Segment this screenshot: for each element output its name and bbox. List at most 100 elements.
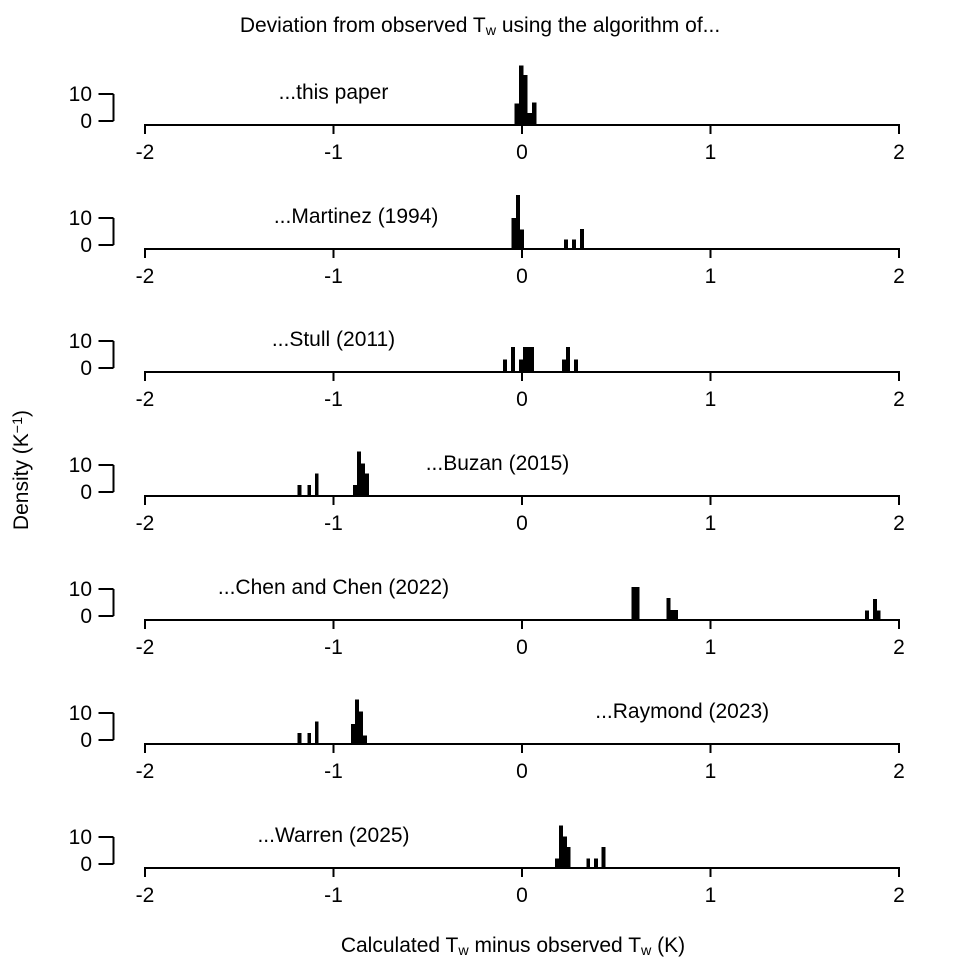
y-tick-label: 0: [80, 234, 92, 257]
x-axis-title: Calculated Tw minus observed Tw (K): [341, 934, 685, 959]
x-tick-label: 0: [516, 141, 528, 164]
subscript: w: [641, 942, 652, 959]
label-text: Calculated T: [340, 934, 459, 957]
histogram-bar: [573, 359, 578, 372]
x-tick-label: -2: [136, 760, 155, 783]
y-tick-label: 10: [69, 702, 92, 725]
histogram-bar: [355, 699, 360, 744]
panel-4: -2 -1 0 1 2 0 10 ...Buzan (2015): [69, 451, 905, 535]
x-tick-label: 1: [705, 636, 717, 659]
panel-7: -2 -1 0 1 2 0 10 ...Warren (2025): [69, 824, 905, 907]
histogram-bar: [519, 229, 524, 249]
x-tick-label: 1: [705, 884, 717, 907]
x-tick-label: 0: [516, 636, 528, 659]
x-tick-label: 1: [705, 388, 717, 411]
y-tick-label: 10: [69, 330, 92, 353]
x-tick-label: 2: [893, 265, 905, 288]
histogram-bar: [353, 485, 358, 496]
y-tick-label: 0: [80, 853, 92, 876]
x-tick-label: 1: [705, 265, 717, 288]
histogram-bar: [565, 346, 570, 372]
histogram-bar: [307, 733, 312, 744]
label-text: using the algorithm of...: [496, 14, 721, 37]
panel-label: ...Warren (2025): [257, 824, 409, 847]
x-tick-label: 1: [705, 760, 717, 783]
histogram-bar: [359, 711, 364, 744]
x-tick-label: -1: [324, 388, 343, 411]
histogram-bar: [566, 846, 571, 868]
histogram-bar: [558, 825, 563, 868]
histogram-bar: [562, 359, 566, 372]
panel-2: -2 -1 0 1 2 0 10 ...Martinez (1994): [69, 195, 905, 288]
histogram-bar: [297, 485, 302, 496]
y-tick-label: 10: [69, 454, 92, 477]
x-tick-label: 2: [893, 141, 905, 164]
histogram-bar: [519, 359, 523, 372]
panel-1: -2 -1 0 1 2 0 10 ...this paper: [69, 65, 905, 164]
x-tick-label: 0: [516, 265, 528, 288]
panel-5: -2 -1 0 1 2 0 10 ...Chen and Chen (2022): [69, 576, 905, 659]
x-tick-label: -2: [136, 512, 155, 535]
y-tick-label: 0: [80, 481, 92, 504]
x-tick-label: 2: [893, 884, 905, 907]
x-tick-label: 0: [516, 512, 528, 535]
y-tick-label: 0: [80, 357, 92, 380]
x-tick-label: 2: [893, 636, 905, 659]
histogram-bar: [876, 610, 881, 620]
histogram-bar: [865, 610, 870, 620]
histogram-bar: [361, 463, 365, 496]
histogram-bar: [511, 218, 516, 249]
histogram-bar: [635, 586, 640, 620]
panel-3: -2 -1 0 1 2 0 10 ...Stull (2011): [69, 328, 905, 411]
histogram-bar: [526, 346, 531, 372]
x-tick-label: -1: [324, 884, 343, 907]
histogram-bar: [631, 586, 636, 620]
x-tick-label: 2: [893, 512, 905, 535]
x-tick-label: -1: [324, 141, 343, 164]
panel-label: ...Buzan (2015): [426, 452, 570, 475]
panel-label: ...this paper: [279, 81, 389, 104]
panel-label: ...Stull (2011): [272, 328, 395, 351]
x-tick-label: 2: [893, 760, 905, 783]
histogram-bar: [523, 75, 528, 125]
histogram-bar: [674, 610, 679, 620]
histogram-bar: [601, 846, 606, 868]
x-tick-label: -1: [324, 512, 343, 535]
y-tick-label: 0: [80, 110, 92, 133]
histogram-bar: [314, 473, 319, 496]
y-tick-label: 10: [69, 83, 92, 106]
x-tick-label: -2: [136, 884, 155, 907]
histogram-bar: [307, 485, 312, 496]
histogram-bar: [586, 858, 590, 868]
y-tick-label: 0: [80, 605, 92, 628]
histogram-bar: [351, 724, 356, 744]
chart-title: Deviation from observed Tw using the alg…: [0, 14, 960, 39]
histogram-bar: [530, 346, 535, 372]
histogram-bar: [572, 239, 576, 250]
label-text: Deviation from observed T: [239, 14, 486, 37]
panel-6: -2 -1 0 1 2 0 10 ...Raymond (2023): [69, 699, 905, 783]
x-tick-label: 0: [516, 760, 528, 783]
histogram-bar: [514, 103, 519, 125]
histogram-bar: [503, 359, 508, 372]
histogram-bar: [666, 597, 671, 620]
x-tick-label: 2: [893, 388, 905, 411]
panel-label: ...Raymond (2023): [595, 700, 769, 723]
x-tick-label: -2: [136, 636, 155, 659]
histogram-bar: [670, 610, 675, 620]
histogram-bar: [532, 102, 537, 125]
histogram-bar: [562, 836, 567, 868]
x-tick-label: -2: [136, 265, 155, 288]
histogram-bar: [519, 65, 524, 125]
histogram-bar: [365, 473, 369, 496]
x-tick-label: 0: [516, 388, 528, 411]
histogram-bar: [563, 239, 568, 250]
histogram-bar: [555, 858, 559, 868]
y-tick-label: 0: [80, 729, 92, 752]
y-tick-label: 10: [69, 578, 92, 601]
x-tick-label: -1: [324, 265, 343, 288]
x-tick-label: 1: [705, 141, 717, 164]
histogram-bar: [297, 733, 302, 744]
histogram-bar: [314, 721, 319, 744]
